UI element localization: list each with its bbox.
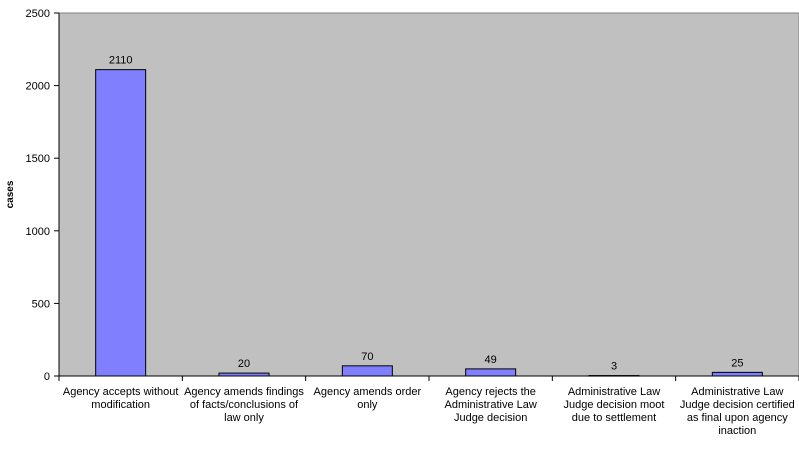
data-label: 70 [361,351,373,363]
x-category-label: Administrative Law Judge decision moot d… [563,386,665,424]
data-label: 20 [238,358,250,370]
y-tick-label: 500 [32,298,50,310]
y-tick-label: 2500 [26,8,50,20]
x-category-label: Agency amends order only [313,386,422,411]
bar [95,69,147,377]
y-tick-label: 0 [44,371,50,383]
y-tick-label: 1500 [26,153,50,165]
data-label: 25 [731,357,743,369]
y-axis-title: cases [5,180,16,208]
x-category-label: Agency rejects the Administrative Law Ju… [444,386,537,424]
x-category-label: Administrative Law Judge decision certif… [679,386,795,437]
y-axis: 0 500 1000 1500 2000 2500 [26,8,60,383]
bar [711,371,763,377]
data-labels-group: 2110 20 70 49 3 25 [109,55,744,373]
x-axis [58,375,799,381]
y-tick-label: 1000 [26,226,50,238]
data-label: 49 [485,354,497,366]
y-tick-label: 2000 [26,81,50,93]
x-category-label: Agency accepts without modification [62,386,179,411]
data-label: 3 [611,361,617,373]
bar [341,365,393,377]
bar [465,368,517,377]
data-label: 2110 [109,55,133,67]
x-category-label: Agency amends findings of facts/conclusi… [184,386,304,424]
plot-area [58,12,799,377]
